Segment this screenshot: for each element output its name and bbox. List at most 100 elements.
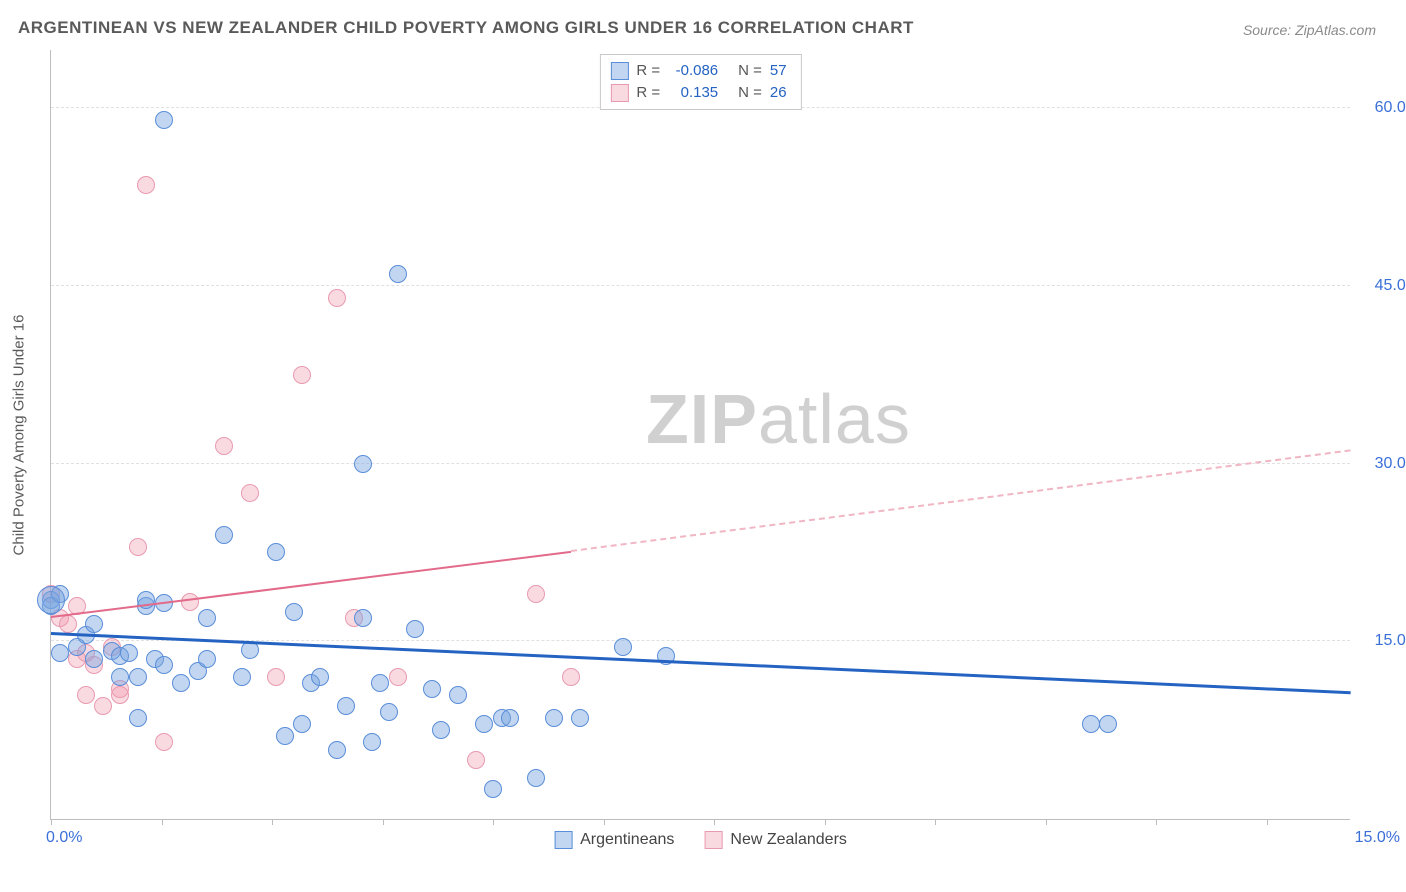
data-point (51, 644, 69, 662)
data-point (77, 686, 95, 704)
scatter-plot: Child Poverty Among Girls Under 16 ZIPat… (50, 50, 1350, 820)
data-point (215, 526, 233, 544)
x-tick-mark (935, 819, 936, 825)
x-tick-mark (714, 819, 715, 825)
data-point (137, 176, 155, 194)
x-tick-mark (1267, 819, 1268, 825)
x-tick-mark (604, 819, 605, 825)
data-point (527, 769, 545, 787)
n-value-a: 57 (770, 60, 787, 82)
data-point (85, 650, 103, 668)
data-point (276, 727, 294, 745)
trend-line (571, 450, 1351, 553)
data-point (198, 609, 216, 627)
data-point (111, 668, 129, 686)
data-point (85, 615, 103, 633)
legend-row-a: R = -0.086 N = 57 (610, 60, 786, 82)
data-point (241, 484, 259, 502)
r-value-a: -0.086 (668, 60, 718, 82)
data-point (293, 715, 311, 733)
data-point (155, 733, 173, 751)
r-label: R = (636, 60, 660, 82)
watermark-thin: atlas (758, 380, 911, 458)
y-tick-label: 30.0% (1360, 455, 1406, 473)
x-tick-max: 15.0% (1355, 829, 1400, 847)
trend-line (51, 632, 1351, 694)
data-point (94, 697, 112, 715)
data-point (172, 674, 190, 692)
data-point (354, 455, 372, 473)
data-point (1082, 715, 1100, 733)
x-tick-mark (272, 819, 273, 825)
legend-item-b: New Zealanders (704, 831, 847, 849)
data-point (484, 780, 502, 798)
chart-title: ARGENTINEAN VS NEW ZEALANDER CHILD POVER… (18, 18, 914, 38)
r-value-b: 0.135 (668, 82, 718, 104)
watermark: ZIPatlas (646, 379, 911, 459)
n-label: N = (738, 60, 762, 82)
data-point (380, 703, 398, 721)
data-point (423, 680, 441, 698)
data-point (155, 656, 173, 674)
trend-line (51, 550, 571, 617)
data-point (545, 709, 563, 727)
data-point (328, 289, 346, 307)
data-point (155, 111, 173, 129)
x-tick-mark (825, 819, 826, 825)
data-point (285, 603, 303, 621)
data-point (129, 668, 147, 686)
y-axis-label: Child Poverty Among Girls Under 16 (11, 314, 28, 555)
r-label: R = (636, 82, 660, 104)
data-point (129, 538, 147, 556)
data-point (233, 668, 251, 686)
x-tick-mark (1046, 819, 1047, 825)
x-tick-min: 0.0% (46, 829, 82, 847)
data-point (562, 668, 580, 686)
x-tick-mark (493, 819, 494, 825)
x-tick-mark (162, 819, 163, 825)
data-point (120, 644, 138, 662)
data-point (432, 721, 450, 739)
data-point (475, 715, 493, 733)
data-point (267, 668, 285, 686)
correlation-legend: R = -0.086 N = 57 R = 0.135 N = 26 (599, 54, 801, 110)
data-point (571, 709, 589, 727)
y-tick-label: 15.0% (1360, 632, 1406, 650)
data-point (267, 543, 285, 561)
x-tick-mark (51, 819, 52, 825)
data-point (363, 733, 381, 751)
data-point (389, 265, 407, 283)
data-point (467, 751, 485, 769)
series-b-name: New Zealanders (730, 831, 847, 849)
data-point (406, 620, 424, 638)
gridline (51, 463, 1350, 464)
data-point (129, 709, 147, 727)
source-label: Source: ZipAtlas.com (1243, 22, 1376, 38)
data-point (328, 741, 346, 759)
n-value-b: 26 (770, 82, 787, 104)
data-point (371, 674, 389, 692)
swatch-a-icon (554, 831, 572, 849)
watermark-bold: ZIP (646, 380, 758, 458)
gridline (51, 285, 1350, 286)
data-point (198, 650, 216, 668)
swatch-a-icon (610, 62, 628, 80)
data-point (337, 697, 355, 715)
y-tick-label: 60.0% (1360, 99, 1406, 117)
y-tick-label: 45.0% (1360, 277, 1406, 295)
data-point (354, 609, 372, 627)
data-point (293, 366, 311, 384)
data-point (449, 686, 467, 704)
legend-row-b: R = 0.135 N = 26 (610, 82, 786, 104)
data-point (614, 638, 632, 656)
data-point (311, 668, 329, 686)
data-point (501, 709, 519, 727)
data-point (527, 585, 545, 603)
data-point (59, 615, 77, 633)
data-point (181, 593, 199, 611)
legend-item-a: Argentineans (554, 831, 674, 849)
data-point (37, 586, 65, 614)
series-legend: Argentineans New Zealanders (554, 831, 847, 849)
data-point (1099, 715, 1117, 733)
x-tick-mark (1156, 819, 1157, 825)
